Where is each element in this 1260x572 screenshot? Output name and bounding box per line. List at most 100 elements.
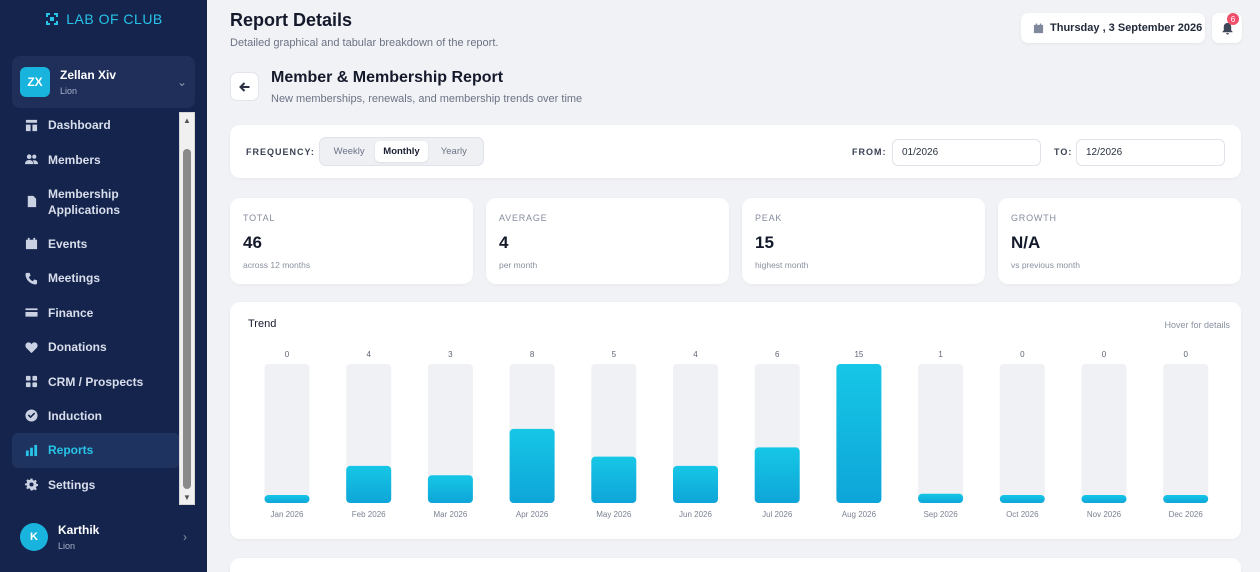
- sidebar-item-label: Reports: [48, 443, 94, 458]
- brand-logo[interactable]: LAB OF CLUB: [0, 0, 207, 38]
- bar-value-label: 6: [775, 350, 780, 359]
- bar-value-label: 0: [1102, 350, 1107, 359]
- sidebar-item-members[interactable]: Members: [12, 142, 180, 176]
- bar-aug-2026[interactable]: [836, 364, 882, 503]
- x-tick-label: Jan 2026: [271, 510, 304, 519]
- sidebar: LAB OF CLUB ZX Zellan Xiv Lion ⌄ Dashboa…: [0, 0, 207, 572]
- sidebar-item-membership-applications[interactable]: Membership Applications: [12, 177, 180, 227]
- current-user-switcher[interactable]: ZX Zellan Xiv Lion ⌄: [12, 56, 195, 108]
- stat-card-average: AVERAGE 4 per month: [486, 198, 729, 284]
- sidebar-item-label: Settings: [48, 477, 96, 492]
- gear-icon: [24, 478, 38, 492]
- chart-hint: Hover for details: [1164, 320, 1230, 330]
- sidebar-item-reports[interactable]: Reports: [12, 433, 180, 468]
- chevron-down-icon: ⌄: [176, 75, 187, 89]
- stat-note: per month: [499, 260, 538, 270]
- x-tick-label: Oct 2026: [1006, 510, 1039, 519]
- users-icon: [24, 153, 38, 167]
- user-name: Karthik: [58, 523, 100, 537]
- bar-track: [264, 364, 310, 503]
- bar-jun-2026[interactable]: [673, 465, 718, 503]
- x-tick-label: Aug 2026: [842, 510, 877, 519]
- x-tick-label: Jul 2026: [762, 510, 793, 519]
- from-label: FROM:: [852, 147, 887, 157]
- sidebar-item-induction[interactable]: Induction: [12, 399, 180, 433]
- phone-icon: [24, 271, 38, 285]
- stat-value: 15: [755, 233, 774, 252]
- stat-note: vs previous month: [1011, 260, 1080, 270]
- page-subtitle: Detailed graphical and tabular breakdown…: [230, 37, 499, 49]
- bar-value-label: 5: [612, 350, 617, 359]
- bottom-user-profile[interactable]: K Karthik Lion ›: [12, 515, 195, 559]
- bar-value-label: 0: [285, 350, 290, 359]
- bar-chart-icon: [24, 443, 38, 457]
- bar-track: [427, 364, 473, 503]
- bar-mar-2026[interactable]: [427, 475, 473, 503]
- sidebar-item-dashboard[interactable]: Dashboard: [12, 108, 180, 142]
- from-date-input[interactable]: 01/2026: [892, 139, 1041, 166]
- back-button[interactable]: [230, 72, 259, 101]
- bar-value-label: 3: [448, 350, 453, 359]
- frequency-weekly-button[interactable]: Weekly: [333, 146, 365, 157]
- scroll-down-arrow-icon[interactable]: ▼: [183, 492, 191, 502]
- brand-name: LAB OF CLUB: [66, 11, 163, 27]
- sidebar-scrollbar[interactable]: ▲ ▼: [179, 112, 195, 505]
- sidebar-item-donations[interactable]: Donations: [12, 330, 180, 364]
- stat-label: AVERAGE: [499, 213, 548, 223]
- frequency-yearly-button[interactable]: Yearly: [440, 146, 467, 157]
- stat-card-peak: PEAK 15 highest month: [742, 198, 985, 284]
- sidebar-item-events[interactable]: Events: [12, 227, 180, 261]
- bar-apr-2026[interactable]: [509, 428, 555, 503]
- data-table-card: [230, 558, 1241, 572]
- grid-icon: [24, 375, 38, 389]
- notifications-button[interactable]: 6: [1212, 13, 1242, 43]
- stat-card-total: TOTAL 46 across 12 months: [230, 198, 473, 284]
- bar-value-label: 0: [1020, 350, 1025, 359]
- bar-value-label: 4: [366, 350, 371, 359]
- arrow-left-icon: [238, 81, 249, 92]
- bar-track: [1163, 364, 1209, 503]
- current-date: Thursday , 3 September 2026: [1021, 13, 1205, 43]
- x-tick-label: Dec 2026: [1169, 510, 1204, 519]
- document-icon: [24, 195, 38, 209]
- stat-label: TOTAL: [243, 213, 276, 223]
- dashboard-icon: [24, 118, 38, 132]
- calendar-icon: [1033, 22, 1044, 33]
- frequency-monthly-button[interactable]: Monthly: [375, 141, 428, 162]
- card-icon: [24, 306, 38, 320]
- bar-dec-2026[interactable]: [1163, 495, 1209, 503]
- x-tick-label: Jun 2026: [679, 510, 712, 519]
- logo-icon: [46, 13, 59, 25]
- bar-may-2026[interactable]: [591, 456, 637, 503]
- sidebar-item-settings[interactable]: Settings: [12, 468, 180, 502]
- sidebar-item-meetings[interactable]: Meetings: [12, 261, 180, 295]
- frequency-label: FREQUENCY:: [246, 147, 315, 157]
- sidebar-item-label: Members: [48, 152, 101, 167]
- x-tick-label: Feb 2026: [352, 510, 386, 519]
- scroll-thumb[interactable]: [183, 149, 191, 489]
- bar-nov-2026[interactable]: [1081, 495, 1127, 503]
- bar-feb-2026[interactable]: [346, 465, 392, 503]
- sidebar-item-label: Membership Applications: [48, 186, 121, 217]
- to-date-input[interactable]: 12/2026: [1076, 139, 1225, 166]
- bar-track: [1081, 364, 1127, 503]
- stat-note: highest month: [755, 260, 809, 270]
- bar-oct-2026[interactable]: [999, 495, 1045, 503]
- bar-jul-2026[interactable]: [754, 447, 800, 503]
- stat-card-growth: GROWTH N/A vs previous month: [998, 198, 1241, 284]
- sidebar-item-label: Induction: [48, 408, 102, 423]
- bar-jan-2026[interactable]: [264, 495, 310, 503]
- x-tick-label: Sep 2026: [923, 510, 958, 519]
- chart-title: Trend: [248, 318, 277, 330]
- report-title: Member & Membership Report: [271, 69, 504, 86]
- sidebar-item-label: Donations: [48, 340, 107, 355]
- trend-bar-chart: 0 Jan 2026 4 Feb 2026 3 Mar 2026 8 Apr 2026 5 May…: [264, 350, 1209, 519]
- check-circle-icon: [24, 409, 38, 423]
- sidebar-item-crm-prospects[interactable]: CRM / Prospects: [12, 364, 180, 398]
- bell-icon: [1221, 22, 1233, 35]
- report-subtitle: New memberships, renewals, and membershi…: [271, 93, 583, 105]
- sidebar-item-label: Dashboard: [48, 118, 111, 133]
- bar-sep-2026[interactable]: [918, 493, 964, 503]
- sidebar-item-finance[interactable]: Finance: [12, 296, 180, 330]
- scroll-up-arrow-icon[interactable]: ▲: [183, 115, 191, 125]
